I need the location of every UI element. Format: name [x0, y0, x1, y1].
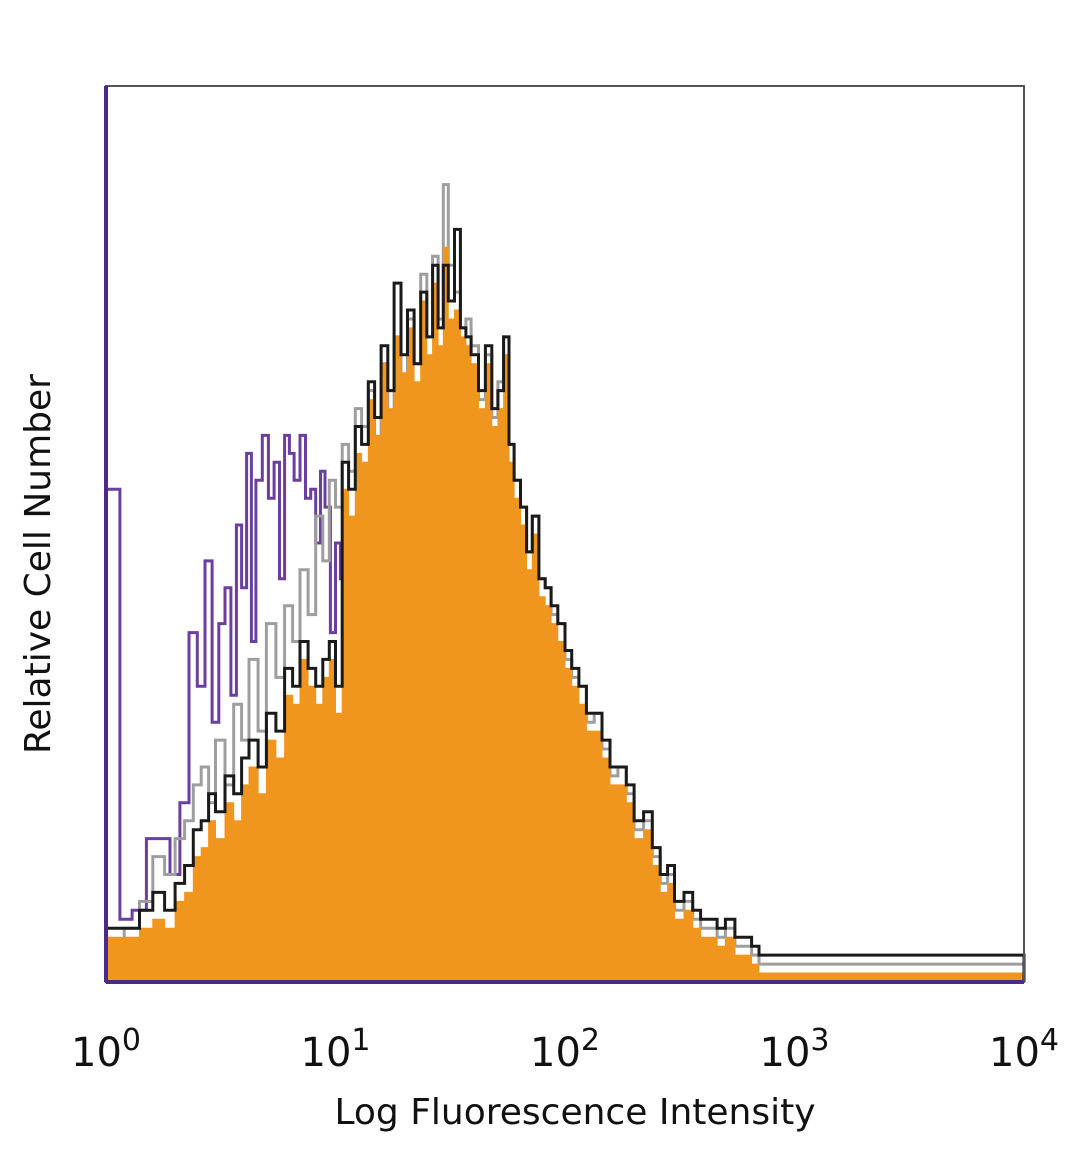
x-tick-label: 101: [301, 1023, 371, 1076]
histogram-series-3: [105, 246, 1025, 983]
x-tick-exponent: 1: [351, 1023, 370, 1058]
x-tick-label: 103: [760, 1023, 830, 1076]
x-tick-labels: 100 101 102 103 104: [71, 1023, 1059, 1076]
x-tick-base: 10: [760, 1030, 811, 1076]
x-tick-exponent: 2: [581, 1023, 600, 1058]
x-tick-label: 104: [989, 1023, 1059, 1076]
x-tick-exponent: 3: [810, 1023, 829, 1058]
x-tick-label: 102: [530, 1023, 600, 1076]
x-tick-exponent: 0: [122, 1023, 141, 1058]
y-axis-label: Relative Cell Number: [18, 374, 59, 754]
x-axis-label: Log Fluorescence Intensity: [334, 1092, 815, 1133]
x-tick-base: 10: [71, 1030, 122, 1076]
x-tick-exponent: 4: [1040, 1023, 1059, 1058]
x-tick-base: 10: [301, 1030, 352, 1076]
series-layer: [104, 183, 1026, 984]
x-tick-base: 10: [989, 1030, 1040, 1076]
histogram-series-4: [104, 227, 1026, 982]
x-tick-label: 100: [71, 1023, 141, 1076]
histogram-series-2: [104, 183, 1026, 982]
x-tick-base: 10: [530, 1030, 581, 1076]
